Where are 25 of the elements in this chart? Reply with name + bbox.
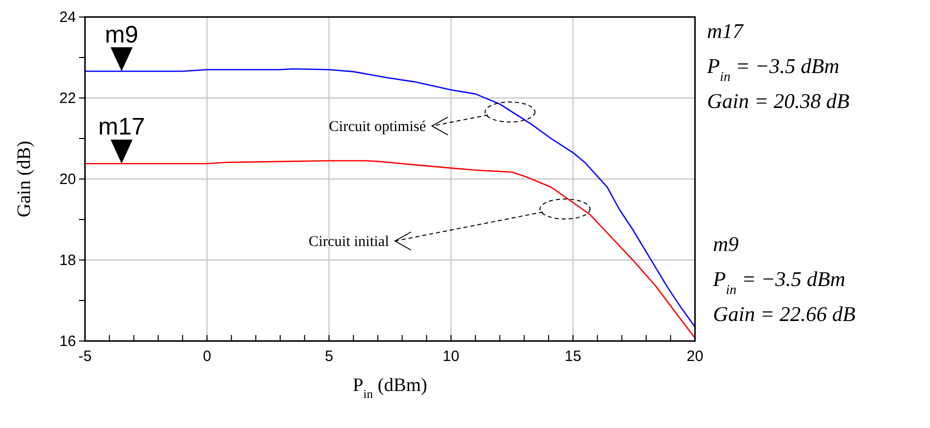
x-tick-label: 15	[564, 348, 582, 365]
x-tick-label: 0	[202, 348, 212, 365]
x-tick-label: 20	[686, 348, 704, 365]
x-tick-label: 5	[324, 348, 334, 365]
y-tick-label: 18	[59, 252, 76, 269]
y-tick-label: 24	[59, 9, 76, 26]
annotation: Circuit initial	[308, 234, 389, 250]
text: m17	[707, 19, 745, 43]
annotation: m9	[104, 21, 138, 48]
x-axis-title: P$_{in}$ (dBm)	[352, 375, 428, 401]
text: Gain = 20.38 dB	[707, 89, 850, 113]
text: P$_{in}$ = −3.5 dBm	[712, 267, 846, 296]
text: P$_{in}$ = −3.5 dBm	[706, 54, 840, 84]
y-tick-label: 16	[59, 333, 76, 350]
x-tick-label: 10	[442, 348, 460, 365]
x-tick-label: -5	[78, 348, 92, 365]
text: m9	[713, 232, 740, 256]
text: Gain = 22.66 dB	[713, 302, 856, 326]
y-tick-label: 22	[59, 90, 76, 107]
annotation: m17	[98, 114, 145, 141]
annotation: Circuit optimisé	[328, 119, 426, 135]
line-series	[84, 68, 696, 328]
y-axis-title: Gain (dB)	[14, 140, 35, 218]
y-tick-label: 20	[59, 171, 76, 188]
line-series	[84, 160, 696, 339]
